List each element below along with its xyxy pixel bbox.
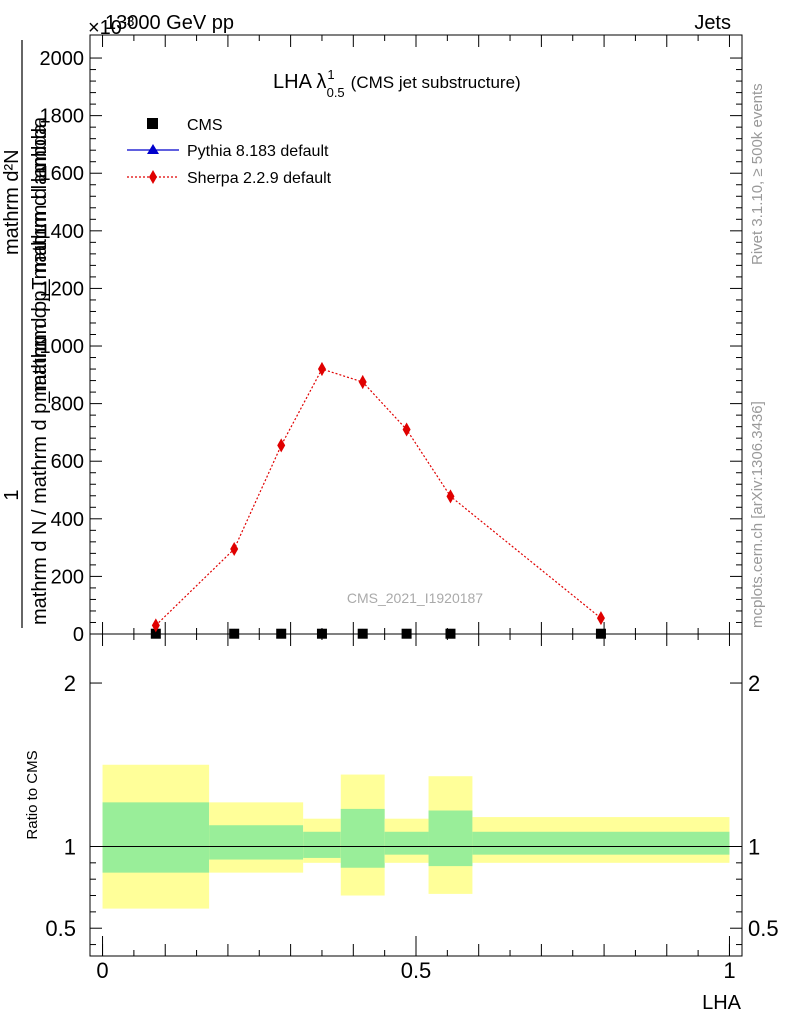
sherpa-point [277,438,286,453]
main-ytick-label: 1000 [40,336,85,358]
sherpa-point [317,362,326,377]
legend-cms-label: CMS [187,117,223,134]
main-ytick-label: 600 [51,451,84,473]
sherpa-point [230,542,239,557]
sherpa-point [402,422,411,437]
exponent-label: ×10-3 [88,13,135,39]
legend-sherpa-marker [149,170,157,184]
x-axis-label: LHA [702,992,742,1014]
main-ytick-label: 0 [73,624,84,646]
y-label-upper-den: mathrm d p_T mathrm d lambda [29,116,51,402]
watermark: CMS_2021_I1920187 [347,590,483,606]
main-ytick-label: 1200 [40,278,85,300]
main-ytick-label: 1600 [40,163,85,185]
title-rest: (CMS jet substructure) [351,73,521,92]
ratio-bands [102,764,730,909]
main-ytick-label: 200 [51,566,84,588]
ratio-xtick-label: 1 [723,958,735,983]
ratio-xtick-label: 0 [96,958,108,983]
ratio-band-inner [340,808,385,868]
ratio-band-inner [384,831,429,855]
ratio-ytick-label: 1 [64,834,76,859]
ratio-ytick-label: 2 [64,671,76,696]
mcplots-label: mcplots.cern.ch [arXiv:1306.3436] [749,401,766,628]
sherpa-point [596,611,605,626]
exponent-power: -3 [122,13,135,29]
process-label: Jets [694,12,731,34]
legend-pythia-marker [147,144,159,154]
main-ytick-label: 2000 [40,48,85,70]
plot-title: LHA λ1 0.5(CMS jet substructure) [273,67,521,100]
main-panel: 0 200 400 600 800 1000 1200 1400 1600 1800 2000 CM… [1,34,743,646]
ratio-panel: 0.5 0.51 12 2 0 0.5 1 Ratio to CMS LHA [24,633,779,1014]
ratio-band-inner [472,831,730,855]
main-x-ticks [102,35,730,634]
main-ytick-label: 800 [51,394,84,416]
ratio-band-inner [209,825,304,860]
ratio-x-ticks: 0 0.5 1 [96,634,736,983]
ratio-band-inner [102,802,210,873]
main-ytick-label: 1400 [40,221,85,243]
title-sub: 0.5 [327,85,345,100]
legend-pythia-label: Pythia 8.183 default [187,143,329,160]
main-ytick-label: 400 [51,509,84,531]
legend-cms-marker [147,118,158,129]
sherpa-point [446,489,455,504]
ratio-ytick-label-right: 2 [748,671,760,696]
main-y-label: 1 mathrm d N / mathrm d p_mathrm d p_mat… [1,40,51,628]
y-label-den: mathrm d N / mathrm d p_mathrm d p_mathr… [29,123,51,625]
legend-sherpa-label: Sherpa 2.2.9 default [187,170,332,187]
sherpa-series-line [155,368,602,626]
rivet-label: Rivet 3.1.10, ≥ 500k events [749,83,766,265]
y-label-upper: mathrm d²N [1,149,23,255]
sherpa-point [358,375,367,390]
main-ytick-label: 1800 [40,106,85,128]
ratio-ytick-label-right: 0.5 [748,916,779,941]
sherpa-line [155,368,602,626]
ratio-y-label: Ratio to CMS [24,750,41,839]
ratio-ytick-label: 0.5 [45,916,76,941]
energy-label: 13000 GeV pp [105,12,234,34]
main-y-ticks: 0 200 400 600 800 1000 1200 1400 1600 1800 2000 [40,48,742,646]
sherpa-point [151,618,160,633]
ratio-band-inner [428,810,473,867]
ratio-xtick-label: 0.5 [401,958,432,983]
ratio-band-inner [303,831,341,858]
title-sup: 1 [327,67,334,82]
ratio-ytick-label-right: 1 [748,834,760,859]
y-label-num: 1 [1,489,23,500]
ratio-y-ticks: 0.5 0.5 1 1 2 2 [45,671,779,946]
legend: CMS Pythia 8.183 default Sherpa 2.2.9 de… [127,117,332,187]
